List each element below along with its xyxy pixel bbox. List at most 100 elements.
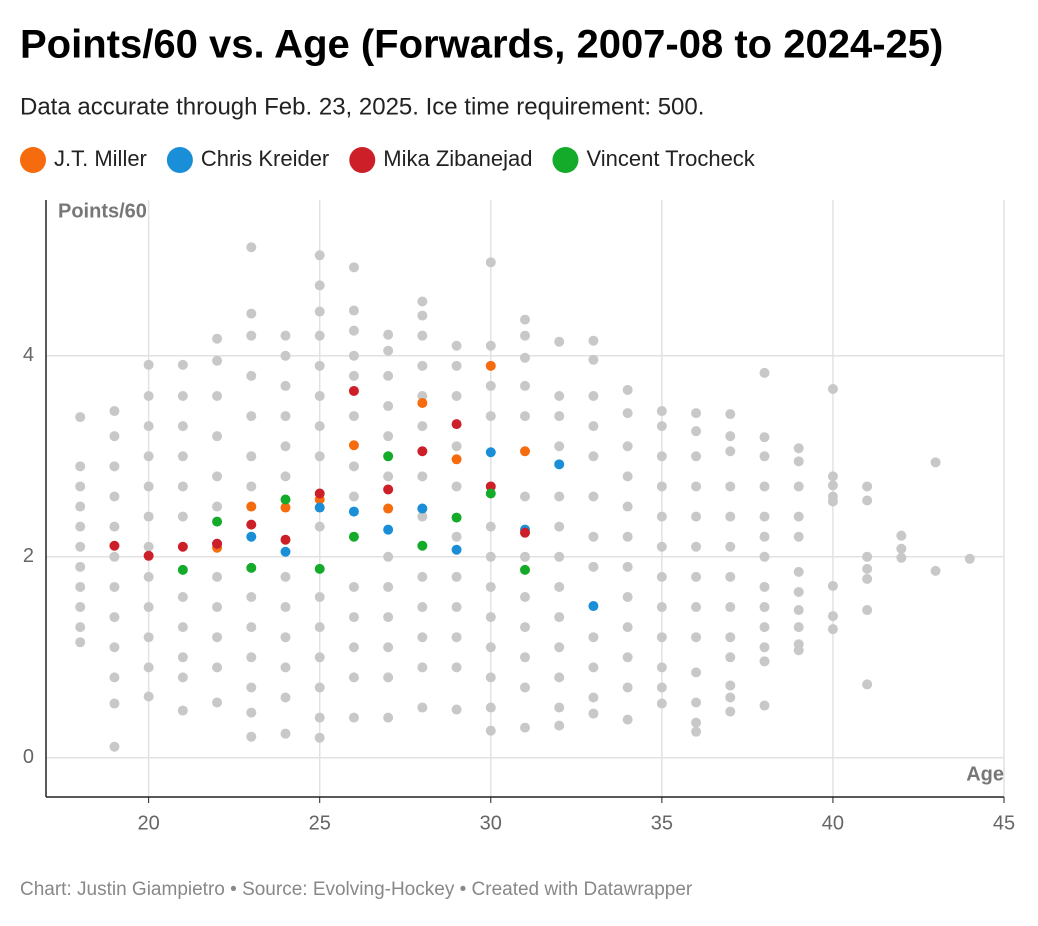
point <box>451 441 462 452</box>
point <box>451 390 462 401</box>
point <box>485 488 496 499</box>
point <box>143 421 154 432</box>
point <box>485 642 496 653</box>
point <box>280 411 291 422</box>
legend-label: Chris Kreider <box>201 146 329 171</box>
point <box>485 257 496 268</box>
point <box>417 421 428 432</box>
point <box>417 296 428 307</box>
point <box>109 431 120 442</box>
point <box>246 501 257 512</box>
point <box>554 612 565 623</box>
point <box>314 563 325 574</box>
point <box>246 411 257 422</box>
point <box>75 501 86 512</box>
point <box>246 370 257 381</box>
point <box>554 672 565 683</box>
point <box>109 521 120 532</box>
legend: J.T. Miller Chris Kreider Mika Zibanejad Vi… <box>20 146 756 173</box>
point <box>520 314 530 325</box>
point <box>109 642 120 653</box>
point <box>75 637 86 648</box>
point <box>383 345 394 356</box>
point <box>417 602 428 613</box>
point <box>827 580 838 591</box>
point <box>520 446 530 457</box>
point <box>280 662 291 673</box>
point <box>348 411 359 422</box>
point <box>314 306 325 317</box>
point <box>212 571 223 582</box>
point <box>759 367 770 378</box>
point <box>896 530 907 541</box>
point <box>520 352 530 363</box>
point <box>314 682 325 693</box>
point <box>862 551 873 562</box>
point <box>520 551 530 562</box>
point <box>793 586 804 597</box>
point <box>930 565 941 576</box>
point <box>280 534 291 545</box>
point <box>622 682 633 693</box>
point <box>246 682 257 693</box>
point <box>554 411 565 422</box>
y-tick-label: 4 <box>23 344 34 366</box>
point <box>588 421 599 432</box>
point <box>383 642 394 653</box>
point <box>725 409 736 420</box>
point <box>520 652 530 663</box>
point <box>622 622 633 633</box>
point <box>314 421 325 432</box>
point <box>417 390 428 401</box>
x-tick-label: 25 <box>309 812 331 834</box>
point <box>554 390 565 401</box>
point <box>177 591 188 602</box>
point <box>896 543 907 554</box>
point <box>177 511 188 522</box>
point <box>280 632 291 643</box>
point <box>485 380 496 391</box>
point <box>177 652 188 663</box>
y-tick-label: 0 <box>23 746 34 768</box>
point <box>451 544 462 555</box>
point <box>520 411 530 422</box>
point <box>280 692 291 703</box>
point <box>827 611 838 622</box>
point <box>246 652 257 663</box>
point <box>383 712 394 723</box>
point <box>862 605 873 616</box>
point <box>485 521 496 532</box>
point <box>656 632 667 643</box>
point <box>383 551 394 562</box>
point <box>725 571 736 582</box>
point <box>75 622 86 633</box>
point <box>554 551 565 562</box>
point <box>862 563 873 574</box>
point <box>554 702 565 713</box>
point <box>212 516 223 527</box>
point <box>759 656 770 667</box>
point <box>314 390 325 401</box>
point <box>314 488 325 499</box>
point <box>691 571 702 582</box>
point <box>383 484 394 495</box>
point <box>793 481 804 492</box>
point <box>383 581 394 592</box>
point <box>896 552 907 563</box>
point <box>691 511 702 522</box>
point <box>246 622 257 633</box>
point <box>212 632 223 643</box>
point <box>656 602 667 613</box>
x-tick-label: 35 <box>651 812 673 834</box>
point <box>759 531 770 542</box>
point <box>75 561 86 572</box>
point <box>280 602 291 613</box>
point <box>348 506 359 517</box>
point <box>246 531 257 542</box>
point <box>588 354 599 365</box>
point <box>520 591 530 602</box>
point <box>212 431 223 442</box>
point <box>383 524 394 535</box>
legend-swatch <box>552 147 579 173</box>
point <box>451 512 462 523</box>
